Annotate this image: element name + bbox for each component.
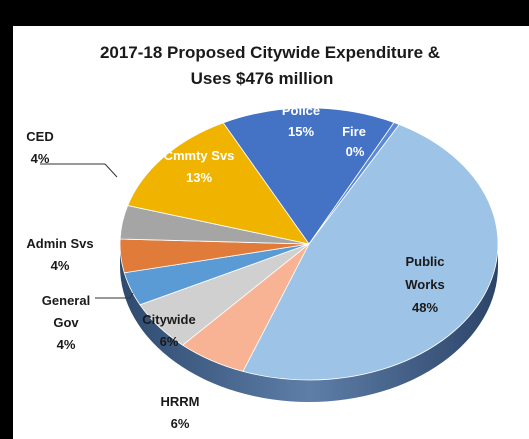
pie-slice-cmmty-svs [127,122,310,245]
fire-label-value: 0% [346,144,365,159]
public-works-label-value: 48% [412,300,438,315]
hrrm-label-value: 6% [171,416,190,431]
police-label-value: 15% [288,124,314,139]
admin-svs-label-value: 4% [51,258,70,273]
pie-slice-public-works [242,124,499,381]
fire-label-name: Fire [342,124,366,139]
general-gov-label-value: 4% [57,337,76,352]
chart-title-line-2: Uses $476 million [191,69,334,88]
pie-chart: 2017-18 Proposed Citywide Expenditure & … [26,43,499,431]
ced-label-value: 4% [31,151,50,166]
police-label-name: Police [282,103,320,118]
pie-3d-side [120,244,498,402]
general-gov-label-line-2: Gov [53,315,79,330]
pie-slices [119,107,499,381]
ced-leader-line-tip [104,163,118,178]
hrrm-label-name: HRRM [161,394,200,409]
chart-title-line-1: 2017-18 Proposed Citywide Expenditure & [100,43,440,62]
citywide-label-value: 6% [160,334,179,349]
admin-svs-label-name: Admin Svs [26,236,93,251]
chart-panel: 2017-18 Proposed Citywide Expenditure & … [13,26,529,439]
citywide-label-name: Citywide [142,312,195,327]
cmmty-svs-label-name: Cmmty Svs [164,148,235,163]
public-works-label-line-2: Works [405,277,445,292]
ced-label-name: CED [26,129,53,144]
general-gov-label-line-1: General [42,293,90,308]
cmmty-svs-label-value: 13% [186,170,212,185]
general-gov-leader-line-tip [129,292,134,299]
pie-slice-police [222,107,395,245]
public-works-label-line-1: Public [405,254,444,269]
